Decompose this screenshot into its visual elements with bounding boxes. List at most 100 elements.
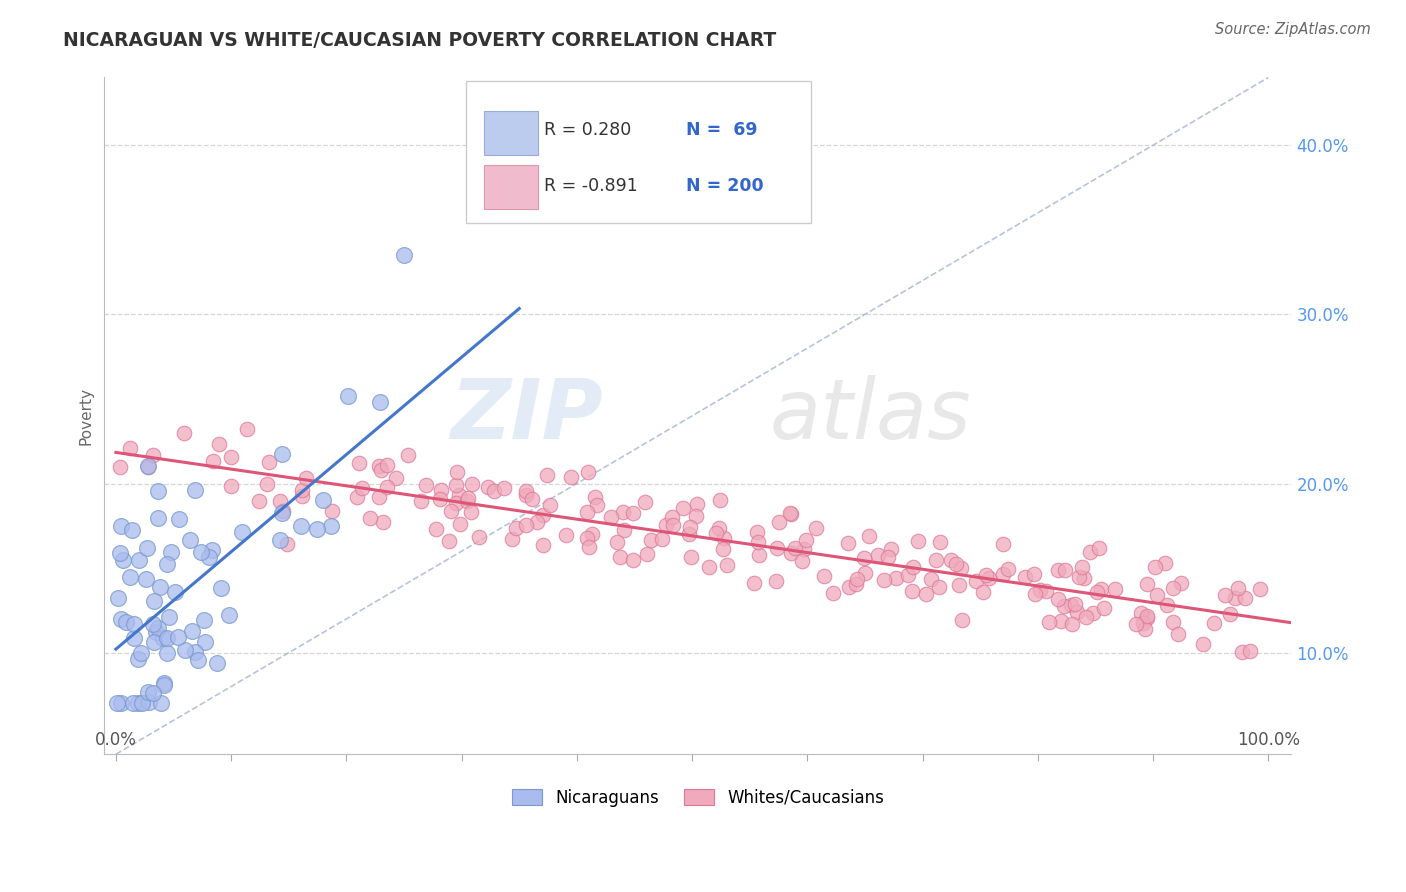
Point [396, 448, 419, 462]
Point [793, 542, 815, 557]
Point [219, 478, 242, 492]
Point [1232, 645, 1254, 659]
Text: R = -0.891: R = -0.891 [544, 177, 637, 194]
Point [866, 548, 889, 562]
Point [640, 533, 662, 548]
Point [1146, 588, 1168, 602]
Point [142, 616, 165, 631]
Point [873, 573, 896, 587]
Point [270, 447, 292, 461]
Point [586, 498, 609, 512]
Point [768, 515, 790, 529]
Point [321, 504, 343, 518]
Point [121, 524, 143, 538]
Point [651, 532, 673, 546]
Point [347, 456, 370, 470]
Point [437, 533, 460, 548]
Point [780, 546, 803, 560]
Point [1143, 560, 1166, 574]
Point [1024, 587, 1046, 601]
Point [522, 492, 544, 507]
Text: atlas: atlas [769, 376, 970, 457]
Point [837, 536, 859, 550]
Point [360, 511, 382, 525]
Point [447, 488, 470, 502]
Point [201, 453, 224, 467]
Point [783, 541, 806, 555]
Point [312, 493, 335, 508]
Point [149, 696, 172, 710]
Point [142, 686, 165, 700]
Point [367, 491, 389, 505]
Point [1167, 627, 1189, 641]
Point [1053, 599, 1076, 613]
Point [606, 535, 628, 549]
Point [515, 488, 537, 502]
Point [1047, 563, 1070, 577]
Point [1074, 609, 1097, 624]
Point [972, 584, 994, 599]
Point [271, 504, 294, 518]
Point [1060, 598, 1083, 612]
Point [429, 491, 451, 506]
Point [127, 651, 149, 665]
Point [124, 617, 146, 632]
Point [1136, 609, 1159, 624]
Point [941, 553, 963, 567]
Point [269, 494, 291, 508]
Point [218, 608, 240, 623]
Point [167, 630, 190, 644]
Point [661, 510, 683, 524]
Point [613, 524, 636, 538]
Point [1035, 584, 1057, 599]
Point [460, 505, 482, 519]
Point [346, 491, 368, 505]
Point [305, 522, 328, 536]
Point [845, 577, 868, 591]
Point [385, 471, 408, 485]
Point [609, 550, 631, 565]
Point [368, 395, 391, 409]
Point [633, 494, 655, 508]
Point [1130, 606, 1153, 620]
Point [181, 624, 204, 638]
Point [678, 527, 700, 541]
Point [319, 518, 342, 533]
Point [1219, 607, 1241, 621]
Point [135, 572, 157, 586]
Point [457, 491, 479, 505]
Point [501, 532, 523, 546]
Point [444, 478, 467, 492]
Point [813, 569, 835, 583]
Point [853, 551, 876, 566]
Point [1170, 576, 1192, 591]
Point [131, 697, 153, 711]
FancyBboxPatch shape [484, 112, 537, 155]
Point [907, 534, 929, 549]
Point [153, 676, 176, 690]
Point [662, 518, 685, 533]
Point [179, 533, 201, 548]
Point [184, 483, 207, 498]
Point [1202, 615, 1225, 630]
Point [707, 521, 730, 535]
FancyBboxPatch shape [467, 81, 811, 223]
Point [600, 510, 623, 524]
Point [560, 470, 582, 484]
Point [1234, 591, 1257, 605]
Point [948, 578, 970, 592]
Point [122, 632, 145, 646]
Point [430, 483, 453, 497]
Point [901, 560, 924, 574]
Point [853, 566, 876, 581]
Point [156, 646, 179, 660]
Point [446, 465, 468, 479]
Point [685, 497, 707, 511]
Point [838, 580, 860, 594]
Point [221, 450, 243, 464]
Point [706, 526, 728, 541]
Point [884, 571, 907, 585]
Point [145, 625, 167, 640]
Point [901, 583, 924, 598]
Point [247, 494, 270, 508]
